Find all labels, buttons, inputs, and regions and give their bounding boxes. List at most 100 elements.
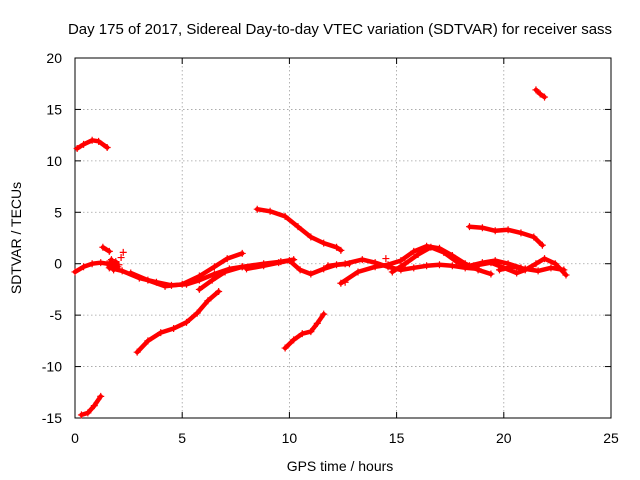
data-point — [77, 411, 85, 419]
data-point — [110, 266, 118, 274]
data-point — [195, 285, 203, 293]
data-point — [144, 337, 152, 345]
data-point — [88, 136, 96, 144]
data-point — [320, 265, 328, 273]
data-series-arc-mid-low — [282, 311, 326, 351]
data-point — [508, 263, 516, 271]
data-point — [182, 318, 190, 326]
data-series-arc-mid-high — [254, 206, 344, 253]
data-point — [285, 257, 293, 265]
data-point — [358, 256, 366, 264]
y-tick-label: -15 — [42, 410, 62, 426]
data-point — [532, 86, 540, 94]
tick-layer — [74, 57, 612, 419]
data-point — [307, 270, 315, 278]
data-point — [118, 267, 126, 275]
data-point — [435, 261, 443, 269]
data-point — [112, 258, 120, 266]
data-point — [260, 262, 268, 270]
data-point — [491, 227, 499, 235]
data-point — [401, 260, 409, 268]
data-point — [105, 261, 113, 269]
x-axis-label: GPS time / hours — [287, 458, 394, 474]
y-axis-label: SDTVAR / TECUs — [8, 182, 24, 294]
data-point — [290, 336, 298, 344]
data-point — [517, 229, 525, 237]
data-point — [193, 309, 201, 317]
x-tick-label: 15 — [389, 430, 405, 446]
data-point-isolated — [115, 261, 123, 269]
data-point — [97, 392, 105, 400]
data-series-layer — [71, 86, 570, 419]
data-point — [470, 262, 478, 270]
data-point — [414, 250, 422, 258]
data-point — [487, 270, 495, 278]
data-point — [541, 93, 549, 101]
data-point — [337, 246, 345, 254]
data-point — [95, 137, 103, 145]
data-point — [73, 145, 81, 153]
data-point — [253, 205, 261, 213]
data-point — [536, 90, 544, 98]
data-point — [313, 319, 321, 327]
data-point — [307, 328, 315, 336]
data-point — [80, 140, 88, 148]
data-point — [487, 259, 495, 267]
x-tick-label: 20 — [496, 430, 512, 446]
data-point — [215, 287, 223, 295]
data-point — [210, 263, 218, 271]
x-tick-labels: 0 5 10 15 20 25 — [71, 430, 619, 446]
data-point-isolated — [382, 255, 390, 263]
data-point — [238, 263, 246, 271]
data-point-isolated — [117, 254, 125, 262]
data-point — [521, 265, 529, 273]
y-tick-labels: -15 -10 -5 0 5 10 15 20 — [42, 50, 62, 426]
data-point — [208, 276, 216, 284]
data-point — [465, 223, 473, 231]
y-tick-label: 5 — [54, 204, 62, 220]
data-point — [195, 272, 203, 280]
data-point — [448, 262, 456, 270]
data-point — [341, 260, 349, 268]
data-point — [541, 255, 549, 263]
x-tick-label: 25 — [603, 430, 619, 446]
data-point — [296, 266, 304, 274]
data-point — [371, 259, 379, 267]
plot-frame — [74, 57, 612, 419]
x-tick-label: 10 — [282, 430, 298, 446]
data-point — [513, 269, 521, 277]
data-point — [534, 267, 542, 275]
data-point — [560, 266, 568, 274]
x-tick-label: 0 — [71, 430, 79, 446]
data-point — [354, 268, 362, 276]
data-point — [530, 233, 538, 241]
data-point — [453, 258, 461, 266]
grid-layer — [75, 58, 611, 418]
data-point — [532, 260, 540, 268]
data-point — [90, 402, 98, 410]
data-point — [178, 280, 186, 288]
data-point — [504, 226, 512, 234]
data-point — [337, 279, 345, 287]
data-point — [170, 325, 178, 333]
data-point — [427, 243, 435, 251]
x-tick-label: 5 — [178, 430, 186, 446]
data-point — [88, 260, 96, 268]
data-point — [99, 243, 107, 251]
data-point — [266, 207, 274, 215]
data-point — [423, 262, 431, 270]
data-point — [538, 241, 546, 249]
data-point — [320, 239, 328, 247]
data-point — [107, 256, 115, 264]
data-point — [324, 262, 332, 270]
data-point — [161, 282, 169, 290]
data-point — [275, 259, 283, 267]
data-point — [388, 268, 396, 276]
data-point — [281, 344, 289, 352]
y-tick-label: 0 — [54, 256, 62, 272]
data-point — [562, 271, 570, 279]
y-tick-label: 10 — [46, 153, 62, 169]
data-point — [80, 263, 88, 271]
data-point — [243, 265, 251, 273]
